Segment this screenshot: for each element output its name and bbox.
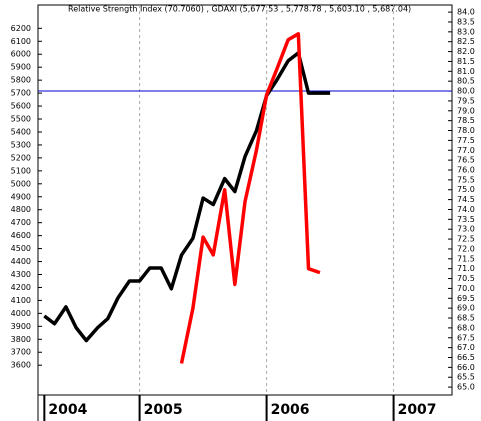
y-tick-label: 4100 <box>11 296 31 305</box>
y2-tick-label: 71.5 <box>457 254 475 263</box>
y-tick-label: 4000 <box>11 309 31 318</box>
y2-tick-label: 78.0 <box>457 126 475 135</box>
y2-tick-label: 79.5 <box>457 96 475 105</box>
y2-tick-label: 78.5 <box>457 116 475 125</box>
y2-tick-label: 70.5 <box>457 274 475 283</box>
y2-tick-label: 84.0 <box>457 8 475 17</box>
y-tick-label: 5200 <box>11 153 31 162</box>
y-tick-label: 4800 <box>11 205 31 214</box>
y-tick-label: 5800 <box>11 76 31 85</box>
y2-tick-label: 67.5 <box>457 333 475 342</box>
y2-tick-label: 73.5 <box>457 215 475 224</box>
y-tick-label: 5600 <box>11 102 31 111</box>
y-tick-label: 3600 <box>11 361 31 370</box>
y2-tick-label: 76.5 <box>457 156 475 165</box>
y-tick-label: 6100 <box>11 37 31 46</box>
y2-tick-label: 79.0 <box>457 106 475 115</box>
y2-tick-label: 74.5 <box>457 195 475 204</box>
y2-tick-label: 74.0 <box>457 205 475 214</box>
y2-tick-label: 68.0 <box>457 323 475 332</box>
y2-tick-label: 66.5 <box>457 353 475 362</box>
y2-tick-label: 71.0 <box>457 264 475 273</box>
x-tick-label: 2004 <box>48 402 87 418</box>
y2-tick-label: 75.0 <box>457 185 475 194</box>
x-tick-label: 2007 <box>398 402 437 418</box>
y2-tick-label: 80.0 <box>457 87 475 96</box>
y-tick-label: 4700 <box>11 218 31 227</box>
y-tick-label: 3900 <box>11 322 31 331</box>
y-tick-label: 4900 <box>11 192 31 201</box>
y-tick-label: 4600 <box>11 231 31 240</box>
y-tick-label: 3800 <box>11 335 31 344</box>
y-tick-label: 6000 <box>11 50 31 59</box>
y2-tick-label: 76.0 <box>457 166 475 175</box>
y2-tick-label: 75.5 <box>457 175 475 184</box>
y-tick-label: 5500 <box>11 115 31 124</box>
y-tick-label: 4200 <box>11 283 31 292</box>
y-tick-label: 5000 <box>11 179 31 188</box>
y2-tick-label: 65.5 <box>457 373 475 382</box>
y2-tick-label: 65.0 <box>457 383 475 392</box>
y2-tick-label: 69.5 <box>457 294 475 303</box>
y-tick-label: 4400 <box>11 257 31 266</box>
y-tick-label: 4300 <box>11 270 31 279</box>
y2-tick-label: 69.0 <box>457 304 475 313</box>
y-tick-label: 3700 <box>11 348 31 357</box>
y2-tick-label: 77.0 <box>457 146 475 155</box>
line-series <box>179 32 321 364</box>
y2-tick-label: 77.5 <box>457 136 475 145</box>
y2-tick-label: 70.0 <box>457 284 475 293</box>
y2-tick-label: 72.0 <box>457 244 475 253</box>
y-tick-label: 5700 <box>11 89 31 98</box>
y2-tick-label: 82.0 <box>457 47 475 56</box>
y-tick-label: 5100 <box>11 166 31 175</box>
y2-tick-label: 81.0 <box>457 67 475 76</box>
y-tick-label: 5300 <box>11 140 31 149</box>
y2-tick-label: 72.5 <box>457 235 475 244</box>
line-series <box>43 51 331 343</box>
y2-tick-label: 81.5 <box>457 57 475 66</box>
y2-tick-label: 82.5 <box>457 37 475 46</box>
y-tick-label: 4500 <box>11 244 31 253</box>
x-tick-label: 2005 <box>144 402 183 418</box>
y2-tick-label: 73.0 <box>457 225 475 234</box>
y-tick-label: 5900 <box>11 63 31 72</box>
y2-tick-label: 83.0 <box>457 27 475 36</box>
y2-tick-label: 66.0 <box>457 363 475 372</box>
y-tick-label: 5400 <box>11 127 31 136</box>
y-tick-label: 6200 <box>11 24 31 33</box>
x-tick-label: 2006 <box>271 402 310 418</box>
y2-tick-label: 67.0 <box>457 343 475 352</box>
y2-tick-label: 80.5 <box>457 77 475 86</box>
y2-tick-label: 68.5 <box>457 314 475 323</box>
y2-tick-label: 83.5 <box>457 17 475 26</box>
chart-title: Relative Strength Index (70.7060) , GDAX… <box>68 5 411 14</box>
